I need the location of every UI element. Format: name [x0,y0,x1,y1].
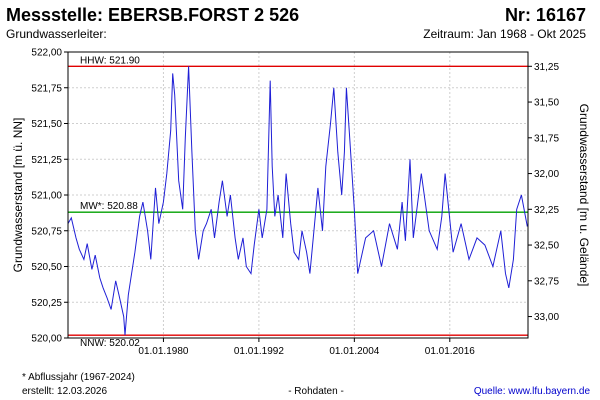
y-right-tick-label: 31,75 [534,133,559,144]
footnote: * Abflussjahr (1967-2024) [22,372,135,383]
y-left-tick-label: 522,00 [31,48,62,59]
y-left-tick-label: 521,50 [31,119,62,130]
reference-label-mean: MW*: 520.88 [80,201,138,212]
y-right-tick-label: 31,25 [534,62,559,73]
created-date: erstellt: 12.03.2026 [22,386,107,397]
chart-title: Messstelle: EBERSB.FORST 2 526 [6,5,299,25]
reference-label-max: HHW: 521.90 [80,55,140,66]
aquifer-label: Grundwasserleiter: [6,27,107,41]
x-tick-label: 01.01.2016 [425,346,475,357]
y-left-tick-label: 520,75 [31,226,62,237]
y-left-tick-label: 521,25 [31,155,62,166]
x-axis-ticks: 01.01.1980 01.01.1992 01.01.2004 01.01.2016 [138,338,475,357]
y-left-tick-label: 521,75 [31,83,62,94]
y-left-tick-label: 521,00 [31,191,62,202]
reference-labels: HHW: 521.90 MW*: 520.88 NNW: 520.02 [80,55,140,349]
y-left-tick-label: 520,00 [31,334,62,345]
reference-label-min: NNW: 520.02 [80,338,140,349]
y-right-tick-label: 31,50 [534,98,559,109]
y-left-tick-label: 520,50 [31,262,62,273]
y-right-tick-label: 32,75 [534,276,559,287]
period-label: Zeitraum: Jan 1968 - Okt 2025 [423,27,586,41]
x-tick-label: 01.01.1992 [234,346,284,357]
station-number: Nr: 16167 [505,5,586,25]
grid-lines [68,51,528,339]
y-axis-left-ticks: 520,00 520,25 520,50 520,75 521,00 521,25 521,… [31,48,68,345]
series-line [67,66,528,336]
source-link[interactable]: Quelle: www.lfu.bayern.de [474,386,591,397]
y-right-tick-label: 32,00 [534,169,559,180]
y-left-tick-label: 520,25 [31,298,62,309]
x-tick-label: 01.01.1980 [138,346,188,357]
data-type-label: - Rohdaten - [288,386,344,397]
y-right-tick-label: 33,00 [534,312,559,323]
y-axis-left-label: Grundwasserstand [m ü. NN] [11,118,25,273]
y-right-tick-label: 32,25 [534,205,559,216]
x-tick-label: 01.01.2004 [329,346,379,357]
y-right-tick-label: 32,50 [534,241,559,252]
y-axis-right-ticks: 31,25 31,50 31,75 32,00 32,25 32,50 32,75 33,00 [528,62,559,323]
y-axis-right-label: Grundwasserstand [m u. Gelände] [577,104,591,287]
